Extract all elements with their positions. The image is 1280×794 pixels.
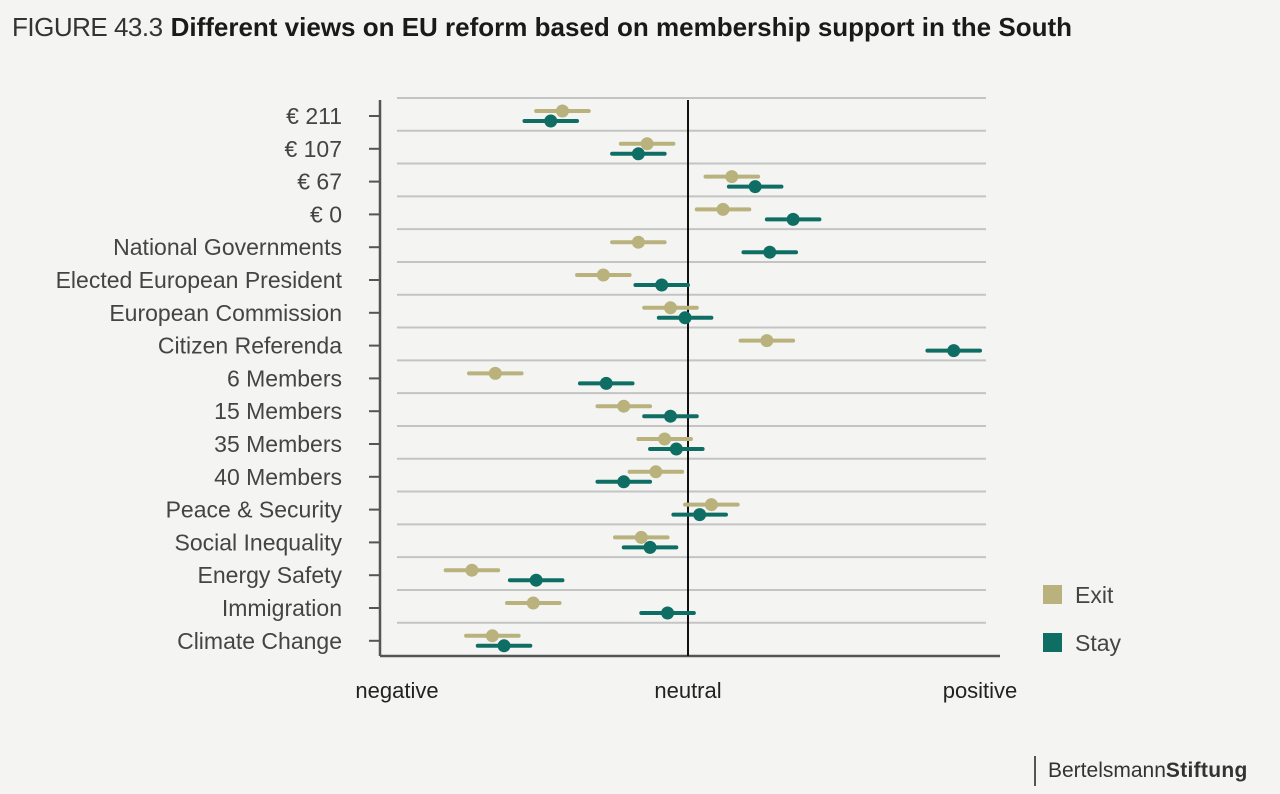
data-point [617,399,631,413]
y-tick-label: Citizen Referenda [158,333,342,359]
data-point [640,137,654,151]
data-point [555,104,569,118]
data-point [661,606,675,620]
legend-label: Stay [1075,630,1122,656]
data-point [760,334,774,348]
y-tick-label: Energy Safety [198,562,343,588]
y-tick-label: Peace & Security [166,497,343,523]
y-tick-label: Climate Change [177,628,342,654]
data-point [634,530,648,544]
y-tick-label: € 107 [284,136,342,162]
y-tick-label: Elected European President [56,267,343,293]
brand-part2: Stiftung [1165,759,1248,782]
data-point [669,442,683,456]
data-point [663,409,677,423]
legend-swatch [1043,585,1062,604]
data-point [544,114,558,128]
y-tick-label: € 211 [286,103,342,129]
y-tick-label: National Governments [113,234,342,260]
data-point [655,278,669,292]
y-tick-label: € 67 [297,169,342,195]
brand-part1: Bertelsmann [1048,759,1166,782]
y-tick-label: 40 Members [214,464,342,490]
brand-logo: BertelsmannStiftung [1034,756,1248,786]
data-point [631,147,645,161]
data-point [748,180,762,194]
y-tick-label: 35 Members [214,431,342,457]
data-point [643,540,657,554]
data-point [596,268,610,282]
data-point [649,465,663,479]
data-point [617,475,631,489]
legend-label: Exit [1075,582,1114,608]
data-point [599,376,613,390]
data-point [658,432,672,446]
legend-swatch [1043,633,1062,652]
y-tick-label: € 0 [310,201,342,227]
x-tick-label: negative [355,678,438,703]
y-tick-label: Social Inequality [175,529,343,555]
x-tick-label: neutral [654,678,721,703]
figure-title: Different views on EU reform based on me… [170,12,1073,42]
x-tick-label: positive [943,678,1018,703]
data-point [716,202,730,216]
data-point [786,212,800,226]
data-point [497,639,511,653]
chart-title: FIGURE 43.3 Different views on EU reform … [12,12,1072,43]
data-point [465,563,479,577]
data-point [485,629,499,643]
data-point [663,301,677,315]
y-tick-label: European Commission [109,300,342,326]
data-point [693,508,707,522]
data-point [526,596,540,610]
data-point [488,366,502,380]
figure-label: FIGURE 43.3 [12,12,163,42]
data-point [678,311,692,325]
y-tick-label: 15 Members [214,398,342,424]
data-point [763,245,777,259]
data-point [947,344,961,358]
data-point [725,170,739,184]
data-point [529,573,543,587]
y-tick-label: Immigration [222,595,342,621]
data-point [631,235,645,249]
y-tick-label: 6 Members [227,365,342,391]
data-point [704,498,718,512]
